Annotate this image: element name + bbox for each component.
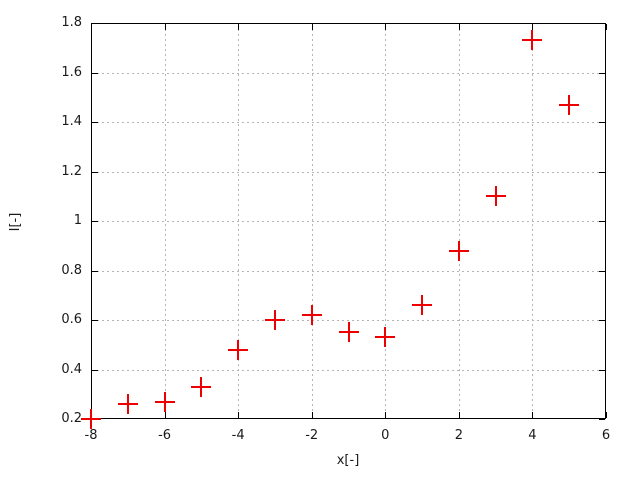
y-tick-label: 1.2 <box>61 163 82 179</box>
y-tick-right <box>599 72 605 74</box>
data-point-marker <box>485 186 506 207</box>
x-tick-bottom <box>532 412 534 418</box>
x-axis-label: x[-] <box>336 453 360 468</box>
data-point-marker <box>522 30 543 51</box>
data-point-marker <box>264 310 285 330</box>
y-tick-right <box>599 270 605 272</box>
y-tick-right <box>599 122 605 123</box>
marker-vertical-stroke <box>531 30 534 51</box>
y-tick-right <box>599 369 605 371</box>
x-tick-top <box>385 24 387 30</box>
marker-vertical-stroke <box>347 322 350 343</box>
y-tick-left <box>92 221 98 222</box>
y-tick-right <box>599 221 605 222</box>
x-tick-label: 6 <box>601 428 611 443</box>
marker-vertical-stroke <box>457 240 460 261</box>
y-tick-right <box>599 320 605 321</box>
y-tick-left <box>92 369 98 371</box>
data-point-marker <box>448 240 469 261</box>
marker-vertical-stroke <box>237 339 240 360</box>
y-tick-right <box>599 23 605 24</box>
x-tick-label: -6 <box>158 428 172 443</box>
data-point-marker <box>117 394 138 415</box>
x-tick-bottom <box>458 412 460 418</box>
x-tick-label: -8 <box>84 428 98 443</box>
x-tick-top <box>532 24 534 30</box>
data-point-marker <box>154 391 175 412</box>
marker-vertical-stroke <box>163 391 166 412</box>
marker-vertical-stroke <box>310 305 313 326</box>
y-tick-right <box>599 171 605 173</box>
marker-vertical-stroke <box>421 295 424 316</box>
x-tick-label: 4 <box>528 428 537 443</box>
y-tick-label: 0.2 <box>61 411 82 426</box>
y-gridline <box>92 270 605 272</box>
x-tick-top <box>606 24 607 30</box>
marker-vertical-stroke <box>494 186 497 207</box>
y-tick-label: 1.8 <box>61 15 82 30</box>
y-tick-right <box>599 419 605 420</box>
y-tick-label: 0.8 <box>61 262 82 278</box>
x-tick-top <box>164 24 166 30</box>
x-tick-label: -2 <box>305 428 319 443</box>
x-tick-top <box>91 24 92 30</box>
x-tick-top <box>311 24 313 30</box>
y-gridline <box>92 171 605 173</box>
y-tick-label: 0.4 <box>61 361 82 377</box>
x-tick-top <box>458 24 460 30</box>
marker-vertical-stroke <box>568 94 571 115</box>
x-tick-bottom <box>311 412 313 418</box>
x-tick-bottom <box>238 412 240 418</box>
marker-vertical-stroke <box>200 376 203 397</box>
x-tick-bottom <box>164 412 166 418</box>
marker-vertical-stroke <box>384 327 387 348</box>
y-tick-label: 1.4 <box>61 114 82 129</box>
data-point-marker <box>338 322 359 343</box>
y-tick-label: 1.6 <box>61 64 82 80</box>
y-gridline <box>92 122 605 123</box>
x-tick-top <box>238 24 240 30</box>
y-tick-left <box>92 122 98 123</box>
marker-vertical-stroke <box>90 409 92 429</box>
y-tick-left <box>92 320 98 321</box>
plot-area <box>91 23 607 420</box>
x-tick-bottom <box>385 412 387 418</box>
data-point-marker <box>412 295 433 316</box>
y-tick-left <box>92 270 98 272</box>
data-point-marker <box>191 376 212 397</box>
y-gridline <box>92 320 605 321</box>
x-tick-bottom <box>606 412 607 418</box>
x-tick-label: 0 <box>381 428 390 443</box>
y-tick-left <box>92 171 98 173</box>
data-point-marker <box>81 409 101 429</box>
data-point-marker <box>301 305 322 326</box>
y-tick-label: 0.6 <box>61 312 82 327</box>
data-point-marker <box>559 94 580 115</box>
y-gridline <box>92 369 605 371</box>
data-point-marker <box>228 339 249 360</box>
x-tick-label: 2 <box>454 428 463 443</box>
y-gridline <box>92 221 605 222</box>
y-tick-left <box>92 23 98 24</box>
marker-vertical-stroke <box>126 394 129 415</box>
data-point-marker <box>375 327 396 348</box>
y-tick-label: 1 <box>73 213 82 228</box>
x-tick-label: -4 <box>231 428 245 443</box>
marker-vertical-stroke <box>273 310 276 330</box>
y-tick-left <box>92 72 98 74</box>
y-gridline <box>92 72 605 74</box>
